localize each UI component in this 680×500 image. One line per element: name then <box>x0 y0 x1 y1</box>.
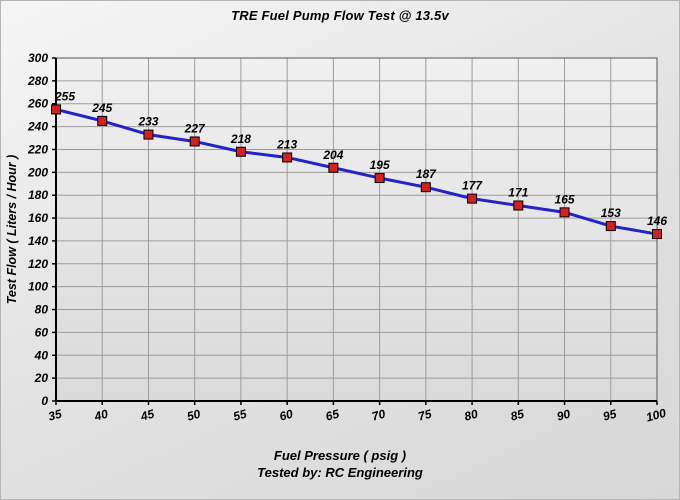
y-tick-label: 200 <box>27 165 48 179</box>
x-tick-label: 95 <box>601 407 618 424</box>
data-point-label: 218 <box>230 132 251 146</box>
x-tick-label: 100 <box>644 406 667 425</box>
data-point-label: 245 <box>91 101 112 115</box>
data-point-marker <box>605 221 616 232</box>
x-tick-label: 50 <box>185 407 202 424</box>
x-tick-label: 45 <box>138 407 156 424</box>
y-tick-label: 20 <box>34 371 49 385</box>
y-tick-label: 160 <box>28 211 48 225</box>
y-tick-label: 0 <box>41 394 48 408</box>
x-tick-label: 35 <box>47 407 64 424</box>
data-point-marker <box>467 193 478 204</box>
y-tick-label: 260 <box>27 97 48 111</box>
x-tick-label: 65 <box>324 407 341 424</box>
data-point-label: 204 <box>322 148 343 162</box>
data-point-label: 227 <box>184 121 206 135</box>
y-tick-label: 80 <box>35 303 49 317</box>
data-point-marker <box>559 207 570 218</box>
x-tick-label: 85 <box>509 407 526 424</box>
data-point-marker <box>374 173 385 184</box>
x-tick-label: 70 <box>370 407 387 424</box>
plot-area <box>56 58 657 401</box>
data-point-label: 187 <box>416 167 437 181</box>
y-tick-label: 40 <box>34 348 49 362</box>
data-point-label: 195 <box>370 158 390 172</box>
x-tick-label: 90 <box>555 407 572 424</box>
data-point-marker <box>97 115 108 126</box>
y-tick-label: 140 <box>28 234 48 248</box>
data-point-label: 255 <box>54 89 75 103</box>
y-tick-label: 220 <box>27 142 48 156</box>
data-point-label: 146 <box>647 214 667 228</box>
x-tick-label: 75 <box>417 407 434 424</box>
data-point-label: 233 <box>137 115 158 129</box>
data-point-marker <box>328 162 339 173</box>
y-tick-label: 100 <box>28 280 48 294</box>
y-tick-label: 300 <box>28 51 48 65</box>
data-line <box>54 107 659 236</box>
y-tick-label: 120 <box>28 257 48 271</box>
data-point-label: 213 <box>276 137 297 151</box>
y-tick-label: 60 <box>35 325 49 339</box>
y-tick-label: 180 <box>28 188 48 202</box>
x-tick-label: 60 <box>278 407 295 424</box>
data-point-marker <box>189 136 200 147</box>
data-point-marker <box>51 104 61 115</box>
x-tick-label: 55 <box>232 407 249 424</box>
x-tick-label: 80 <box>463 407 480 424</box>
data-point-marker <box>282 152 293 163</box>
data-point-label: 171 <box>508 185 528 199</box>
y-tick-label: 280 <box>27 74 48 88</box>
data-point-marker <box>652 229 662 240</box>
y-axis-title: Test Flow ( Liters / Hour ) <box>5 155 19 305</box>
tested-by-label: Tested by: RC Engineering <box>257 465 423 480</box>
data-point-marker <box>235 146 246 157</box>
x-tick-label: 40 <box>92 407 110 424</box>
data-point-label: 165 <box>555 192 575 206</box>
y-tick-label: 240 <box>27 120 48 134</box>
x-axis-title: Fuel Pressure ( psig ) <box>273 448 407 463</box>
data-point-marker <box>513 200 524 211</box>
data-point-marker <box>420 182 431 193</box>
data-point-label: 177 <box>462 179 483 193</box>
chart-title: TRE Fuel Pump Flow Test @ 13.5v <box>231 8 449 23</box>
data-point-label: 153 <box>601 206 621 220</box>
data-point-marker <box>143 129 154 140</box>
